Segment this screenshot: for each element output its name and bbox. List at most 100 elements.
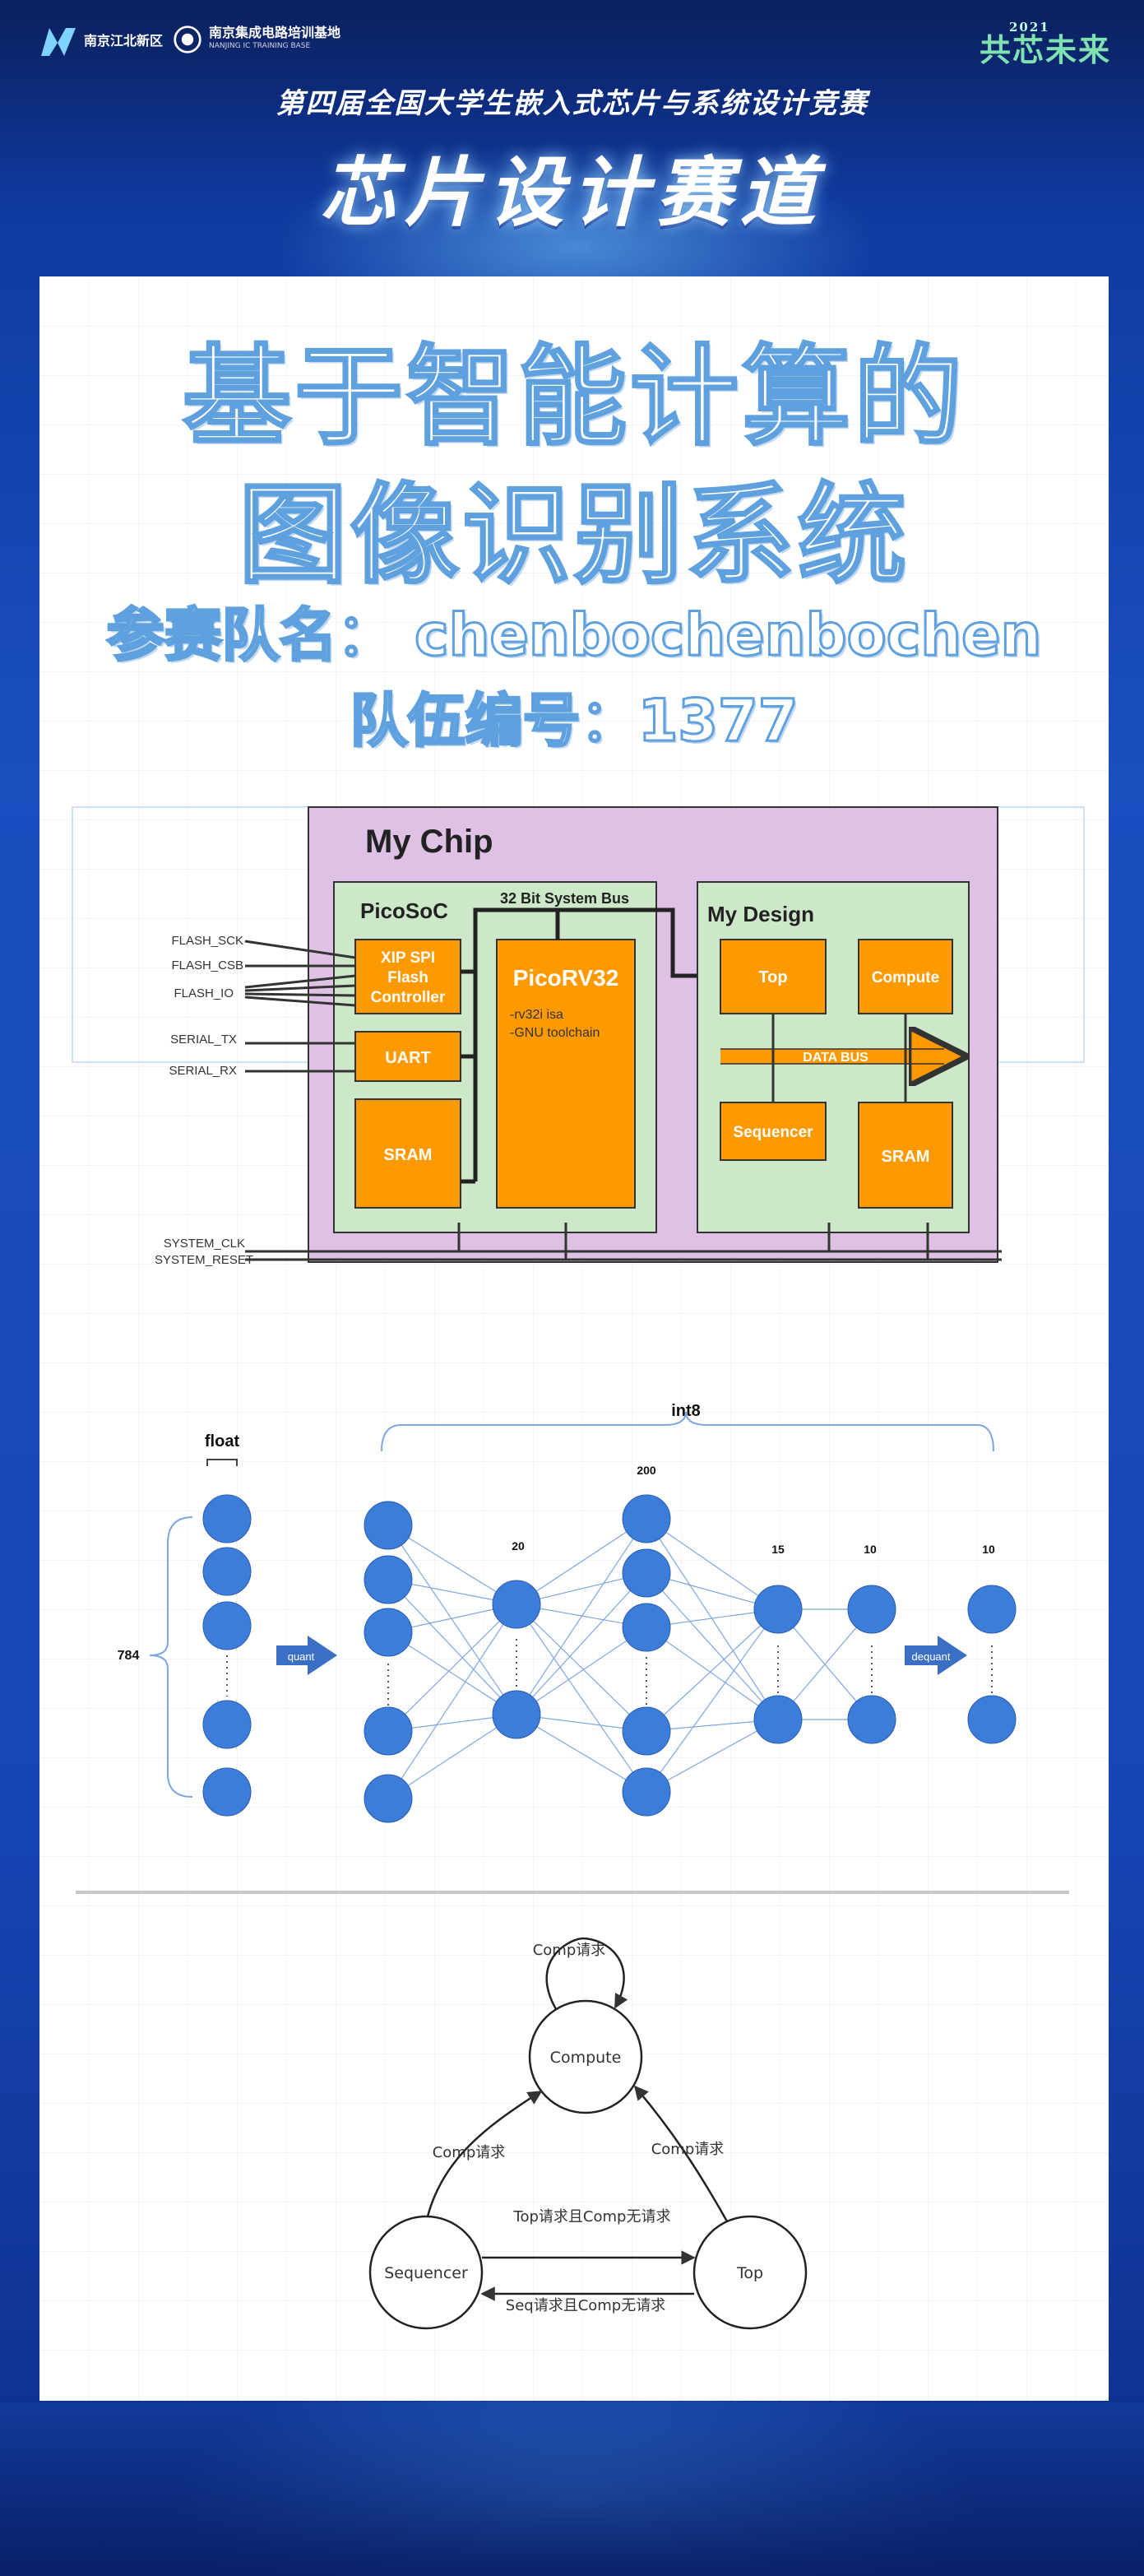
state-compute-label: Compute xyxy=(550,2049,622,2067)
top-to-seq-label: Seq请求且Comp无请求 xyxy=(506,2297,665,2314)
poster-footer xyxy=(0,2402,1144,2576)
nn-node xyxy=(364,1608,413,1657)
track-title: 芯片设计赛道 xyxy=(320,149,824,237)
picorv32-box xyxy=(496,939,636,1209)
xip-label-2: Flash xyxy=(387,969,428,986)
sequencer-box xyxy=(720,1102,827,1161)
nn-node xyxy=(364,1774,413,1823)
layer-size-20: 20 xyxy=(512,1539,525,1553)
nn-node xyxy=(622,1494,671,1543)
nn-edge xyxy=(387,1579,517,1715)
nn-edge xyxy=(646,1518,779,1720)
nn-edge xyxy=(387,1525,517,1715)
nn-node xyxy=(364,1706,413,1756)
self-loop-label: Comp请求 xyxy=(533,1942,606,1959)
nn-edge xyxy=(387,1631,517,1715)
sequencer-label: Sequencer xyxy=(733,1124,813,1141)
nn-edge xyxy=(646,1608,779,1793)
top-box xyxy=(720,939,827,1014)
nn-edge xyxy=(516,1714,647,1793)
my-chip-title: My Chip xyxy=(365,824,493,860)
nn-nodes xyxy=(202,1494,1017,1823)
seq-to-comp-label: Comp请求 xyxy=(433,2144,506,2161)
state-sequencer-label: Sequencer xyxy=(384,2264,468,2282)
state-compute xyxy=(528,1999,643,2114)
nn-edge xyxy=(387,1604,517,1732)
nn-edge xyxy=(516,1604,647,1732)
float-label: float xyxy=(205,1432,240,1450)
state-top-label: Top xyxy=(736,2264,763,2282)
xip-spi-box xyxy=(354,939,461,1014)
xip-label-3: Controller xyxy=(371,989,446,1006)
nn-edge xyxy=(646,1627,779,1720)
content-panel: 基于智能计算的 图像识别系统 参赛队名： chenbochenbochen 队伍… xyxy=(39,276,1109,2401)
n-logo-icon xyxy=(41,28,76,56)
nn-node xyxy=(967,1585,1017,1634)
compute-box xyxy=(858,939,953,1014)
nn-edge xyxy=(516,1518,647,1605)
picosoc-label: PicoSoC xyxy=(360,898,448,923)
nn-edge xyxy=(387,1525,517,1605)
seq-to-top-label: Top请求且Comp无请求 xyxy=(513,2208,671,2226)
sram-right-label: SRAM xyxy=(882,1148,930,1166)
slogan-text: 共芯未来 xyxy=(979,31,1111,68)
uart-box xyxy=(354,1031,461,1082)
slogan: 2021 共芯未来 xyxy=(979,20,1111,70)
nn-node xyxy=(364,1555,413,1604)
sram-left-box xyxy=(354,1098,461,1209)
nn-node xyxy=(364,1501,413,1550)
layer-size-10a: 10 xyxy=(864,1543,877,1556)
neural-network-diagram: float int8 784 quant dequant 20 200 15 1… xyxy=(118,1402,1017,1823)
system-bus-label: 32 Bit System Bus xyxy=(500,890,629,907)
seal-logo-icon xyxy=(174,26,201,53)
sram-left-label: SRAM xyxy=(384,1146,433,1164)
nn-node xyxy=(202,1547,252,1596)
seq-to-compute-edge xyxy=(426,2090,543,2217)
layer-size-10b: 10 xyxy=(982,1543,995,1556)
layer-size-15: 15 xyxy=(771,1543,785,1556)
signal-flash-sck: FLASH_SCK xyxy=(171,934,243,948)
nn-node xyxy=(492,1580,541,1629)
nn-node xyxy=(622,1706,671,1756)
dequant-label: dequant xyxy=(912,1650,951,1663)
cpu-note-2: -GNU toolchain xyxy=(510,1026,600,1040)
logo-nanjing-ic-text: 南京集成电路培训基地 xyxy=(209,25,341,40)
nn-node xyxy=(753,1585,803,1634)
team-number: 队伍编号：1377 xyxy=(349,686,799,756)
nn-node xyxy=(202,1601,252,1650)
nn-node xyxy=(622,1548,671,1598)
data-bus-label: DATA BUS xyxy=(803,1051,868,1065)
sram-right-box xyxy=(858,1102,953,1209)
nn-node xyxy=(967,1695,1017,1744)
nn-edge xyxy=(516,1627,647,1715)
logo-nanjing-ic: 南京集成电路培训基地 NANJING IC TRAINING BASE xyxy=(173,25,340,54)
nn-node xyxy=(847,1695,896,1744)
nn-edge xyxy=(516,1572,647,1715)
input-size-label: 784 xyxy=(118,1649,140,1663)
competition-title: 第四届全国大学生嵌入式芯片与系统设计竞赛 xyxy=(276,87,868,120)
nn-edge xyxy=(516,1518,647,1715)
int8-label: int8 xyxy=(671,1402,701,1420)
nn-edge xyxy=(387,1714,517,1799)
nn-node xyxy=(492,1690,541,1739)
picorv32-label: PicoRV32 xyxy=(513,965,619,991)
nn-node xyxy=(753,1695,803,1744)
top-to-comp-label: Comp请求 xyxy=(651,2141,725,2158)
nn-edge xyxy=(646,1608,779,1732)
quant-arrow xyxy=(276,1636,337,1675)
xip-label-1: XIP SPI xyxy=(381,949,435,967)
team-name: 参赛队名： chenbochenbochen xyxy=(105,601,1043,671)
external-signal-lines xyxy=(244,940,1002,1261)
nn-node xyxy=(622,1767,671,1817)
diagrams-canvas: My Chip PicoSoC 32 Bit System Bus XIP SP… xyxy=(72,806,1085,2330)
logo-jiangbei-text: 南京江北新区 xyxy=(84,33,164,49)
nn-edge xyxy=(646,1572,779,1720)
nn-edge xyxy=(646,1719,779,1793)
logo-jiangbei: 南京江北新区 xyxy=(39,25,163,58)
top-to-compute-edge xyxy=(633,2085,729,2222)
cpu-note-1: -rv32i isa xyxy=(510,1008,563,1022)
signal-system-reset: SYSTEM_RESET xyxy=(155,1253,253,1267)
compute-label: Compute xyxy=(872,969,939,986)
nn-edge xyxy=(646,1518,779,1610)
poster-header: 南京江北新区 南京集成电路培训基地 NANJING IC TRAINING BA… xyxy=(0,0,1144,272)
